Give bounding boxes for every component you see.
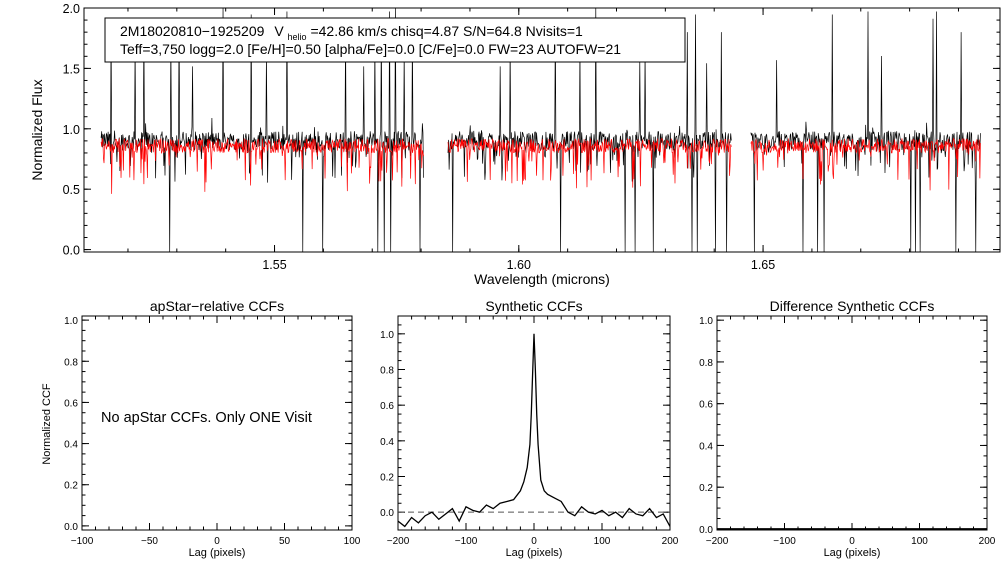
synthetic-ccf-ticks: −200 −100 0 100 200 0.0 0.2 0.4 0.6 0.8 1.0 (380, 315, 679, 547)
difference-ccf-ticks: −200 −100 0 100 200 0.0 0.2 0.4 0.6 0.8 1.0 (699, 316, 996, 547)
y-tick-label: 0.0 (380, 508, 394, 519)
info-line-1: 2M18020810−1925209 V helio =42.86 km/s c… (120, 23, 583, 43)
info-v-subscript: helio (288, 32, 307, 42)
y-tick-label: 1.0 (699, 316, 713, 327)
y-tick-label: 1.0 (64, 316, 78, 327)
y-tick-label: 0.4 (699, 441, 713, 452)
info-v-rest: =42.86 km/s chisq=4.87 S/N=64.8 Nvisits=… (310, 23, 583, 39)
y-tick-label: 0.8 (64, 357, 78, 368)
y-tick-label: 0.4 (380, 437, 394, 448)
x-tick-label: 200 (662, 536, 679, 547)
x-tick-label: 100 (344, 536, 361, 547)
x-tick-label: 1.55 (262, 258, 286, 272)
info-line-2: Teff=3,750 logg=2.0 [Fe/H]=0.50 [alpha/F… (120, 41, 621, 57)
observed-spectrum-line (447, 8, 732, 253)
x-tick-label: 100 (911, 536, 928, 547)
y-tick-label: 0.8 (380, 366, 394, 377)
y-tick-label: 0.0 (699, 525, 713, 536)
x-tick-label: −100 (71, 536, 94, 547)
model-spectrum-line (100, 137, 424, 194)
synthetic-ccf-title: Synthetic CCFs (485, 298, 582, 314)
spectrum-traces (100, 7, 981, 253)
apstar-ccf-ticks: −100 −50 0 50 100 0.0 0.2 0.4 0.6 0.8 1.0 (64, 316, 361, 547)
x-tick-label: 0 (214, 536, 220, 547)
y-tick-label: 0.6 (380, 401, 394, 412)
x-tick-label: −200 (387, 536, 410, 547)
x-tick-label: 50 (279, 536, 291, 547)
y-tick-label: 0.6 (699, 400, 713, 411)
spectrum-ticks: 1.55 1.60 1.65 0.0 0.5 1.0 1.5 2.0 (63, 2, 1000, 272)
difference-ccf-xlabel: Lag (pixels) (824, 547, 881, 559)
apstar-ccf-panel: apStar−relative CCFs −100 −50 0 50 100 0.0 0.2… (41, 298, 361, 559)
y-tick-label: 0.2 (64, 481, 78, 492)
x-tick-label: 0 (849, 536, 855, 547)
apstar-ccf-xlabel: Lag (pixels) (189, 547, 246, 559)
apstar-ccf-title: apStar−relative CCFs (150, 298, 284, 314)
spectrum-panel: 1.55 1.60 1.65 0.0 0.5 1.0 1.5 2.0 Wavelength (… (29, 2, 1001, 287)
observed-spectrum-line (100, 7, 424, 253)
info-v-prefix: V (274, 23, 284, 39)
spectrum-ylabel: Normalized Flux (29, 79, 45, 180)
y-tick-label: 0.0 (63, 244, 80, 258)
info-star-id: 2M18020810−1925209 (120, 23, 265, 39)
y-tick-label: 1.0 (380, 330, 394, 341)
synthetic-ccf-panel: Synthetic CCFs −200 −100 0 100 200 0.0 0.2 0.4 0… (380, 298, 679, 559)
observed-spectrum-line (750, 11, 981, 253)
y-tick-label: 0.6 (64, 398, 78, 409)
y-tick-label: 0.4 (64, 440, 78, 451)
synthetic-ccf-line (397, 333, 671, 528)
y-tick-label: 0.2 (380, 473, 394, 484)
y-tick-label: 1.5 (63, 62, 80, 76)
spectrum-xlabel: Wavelength (microns) (474, 271, 610, 287)
x-tick-label: 0 (531, 536, 537, 547)
y-tick-label: 1.0 (63, 123, 80, 137)
y-tick-label: 0.2 (699, 483, 713, 494)
x-tick-label: 200 (979, 536, 996, 547)
x-tick-label: −50 (141, 536, 158, 547)
model-spectrum-line (750, 137, 981, 191)
difference-ccf-panel: Difference Synthetic CCFs −200 −100 0 100 20… (699, 298, 996, 559)
difference-ccf-title: Difference Synthetic CCFs (770, 298, 935, 314)
spectrum-info-box (104, 17, 686, 63)
x-tick-label: 100 (594, 536, 611, 547)
x-tick-label: −100 (455, 536, 478, 547)
x-tick-label: −100 (773, 536, 796, 547)
y-tick-label: 0.0 (64, 522, 78, 533)
apstar-ccf-ylabel: Normalized CCF (41, 383, 53, 465)
y-tick-label: 0.5 (63, 183, 80, 197)
y-tick-label: 0.8 (699, 358, 713, 369)
difference-ccf-axes-frame (716, 315, 988, 531)
no-ccf-message: No apStar CCFs. Only ONE Visit (101, 410, 312, 426)
x-tick-label: −200 (706, 536, 729, 547)
x-tick-label: 1.60 (507, 258, 531, 272)
model-spectrum-line (447, 138, 732, 189)
synthetic-ccf-xlabel: Lag (pixels) (506, 547, 563, 559)
spectrum-axes-frame (83, 7, 1001, 253)
x-tick-label: 1.65 (751, 258, 775, 272)
y-tick-label: 2.0 (63, 2, 80, 16)
